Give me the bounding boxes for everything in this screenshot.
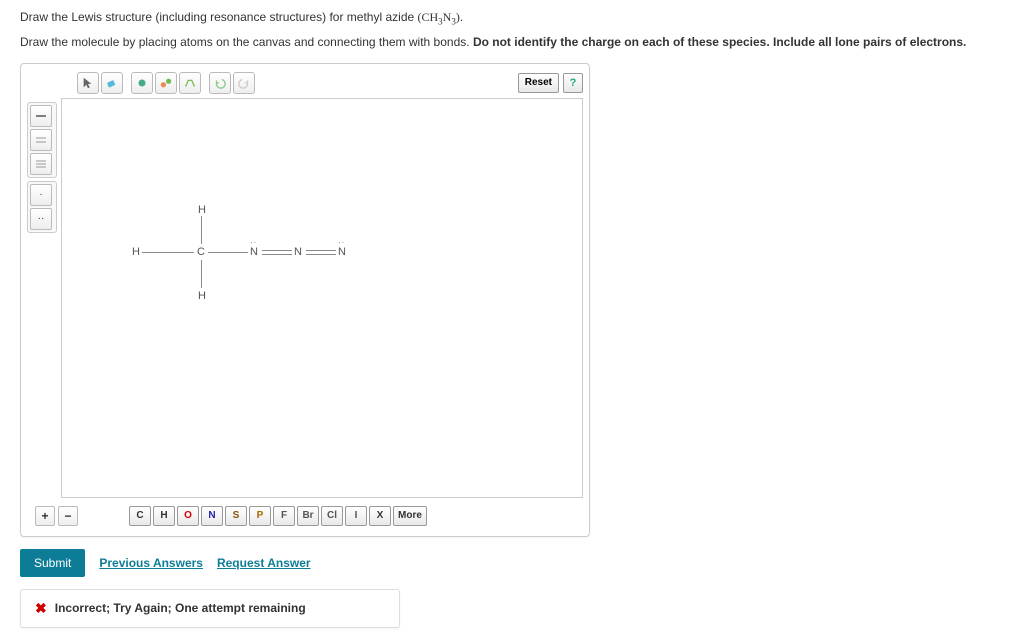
incorrect-x-icon: ✖: [35, 600, 47, 617]
atom-N2[interactable]: N: [294, 246, 302, 258]
element-X[interactable]: X: [369, 506, 391, 526]
lone-pair-group: · ··: [27, 181, 57, 233]
instr1b: .: [460, 10, 463, 24]
element-row: C H O N S P F Br Cl I X More: [129, 506, 427, 526]
bond-n1-n2-b[interactable]: [262, 254, 292, 255]
element-more-button[interactable]: More: [393, 506, 427, 526]
double-bond-icon[interactable]: [30, 129, 52, 151]
submit-button[interactable]: Submit: [20, 549, 85, 577]
atom-C[interactable]: C: [197, 246, 205, 258]
two-dot-icon[interactable]: ··: [30, 208, 52, 230]
redo-icon[interactable]: [233, 72, 255, 94]
atom-H-bottom[interactable]: H: [198, 290, 206, 302]
instr2a: Draw the molecule by placing atoms on th…: [20, 35, 473, 49]
bond-c-h-bottom[interactable]: [201, 260, 202, 288]
bond-c-n1[interactable]: [208, 252, 248, 253]
instr2bold: Do not identify the charge on each of th…: [473, 35, 966, 49]
bond-n2-n3-a[interactable]: [306, 250, 336, 251]
element-I[interactable]: I: [345, 506, 367, 526]
n3-lonepair: ··: [338, 241, 345, 245]
eraser-tool-icon[interactable]: [101, 72, 123, 94]
bond-c-h-top[interactable]: [201, 216, 202, 244]
bond-h-c[interactable]: [142, 252, 194, 253]
bond-type-group: [27, 102, 57, 178]
element-S[interactable]: S: [225, 506, 247, 526]
instruction-line-2: Draw the molecule by placing atoms on th…: [20, 33, 1004, 51]
help-button[interactable]: ?: [563, 73, 583, 93]
charge-plus-button[interactable]: +: [35, 506, 55, 526]
reset-button[interactable]: Reset: [518, 73, 559, 93]
bond-tool-icon[interactable]: [155, 72, 177, 94]
element-F[interactable]: F: [273, 506, 295, 526]
atom-tool-icon[interactable]: [131, 72, 153, 94]
drawing-canvas[interactable]: H H C ·· N N: [61, 98, 583, 498]
charge-minus-button[interactable]: −: [58, 506, 78, 526]
formula: (CH3N3): [418, 10, 460, 24]
bond-n2-n3-b[interactable]: [306, 254, 336, 255]
action-row: Submit Previous Answers Request Answer: [20, 549, 1004, 577]
editor-body: · ·· H H C ·· N: [27, 98, 583, 498]
atom-N1[interactable]: N: [250, 246, 258, 258]
undo-icon[interactable]: [209, 72, 231, 94]
feedback-text: Incorrect; Try Again; One attempt remain…: [55, 601, 306, 615]
tool-group-draw: [131, 72, 201, 94]
one-dot-icon[interactable]: ·: [30, 184, 52, 206]
instr1a: Draw the Lewis structure (including reso…: [20, 10, 418, 24]
element-H[interactable]: H: [153, 506, 175, 526]
atom-H-top[interactable]: H: [198, 204, 206, 216]
molecule-editor: Reset ? · ·· H H: [20, 63, 590, 537]
element-O[interactable]: O: [177, 506, 199, 526]
feedback-box: ✖ Incorrect; Try Again; One attempt rema…: [20, 589, 400, 628]
element-Cl[interactable]: Cl: [321, 506, 343, 526]
element-P[interactable]: P: [249, 506, 271, 526]
structure-tool-icon[interactable]: [179, 72, 201, 94]
single-bond-icon[interactable]: [30, 105, 52, 127]
triple-bond-icon[interactable]: [30, 153, 52, 175]
side-toolbar: · ··: [27, 98, 57, 498]
bond-n1-n2-a[interactable]: [262, 250, 292, 251]
atom-H-left[interactable]: H: [132, 246, 140, 258]
select-tool-icon[interactable]: [77, 72, 99, 94]
top-toolbar: Reset ?: [27, 70, 583, 96]
tool-group-select: [77, 72, 123, 94]
bottom-toolbar: + − C H O N S P F Br Cl I X More: [27, 502, 583, 530]
tool-group-history: [209, 72, 255, 94]
element-C[interactable]: C: [129, 506, 151, 526]
element-Br[interactable]: Br: [297, 506, 319, 526]
n1-lonepair: ··: [250, 241, 257, 245]
element-N[interactable]: N: [201, 506, 223, 526]
instruction-line-1: Draw the Lewis structure (including reso…: [20, 8, 1004, 29]
atom-N3[interactable]: N: [338, 246, 346, 258]
